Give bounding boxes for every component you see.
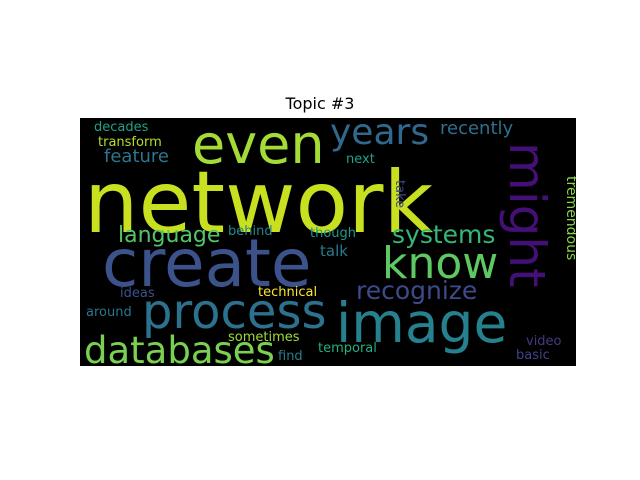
word-talk: talk [320,242,348,260]
word-network: network [84,153,434,253]
word-though: though [310,226,357,241]
word-create: create [102,225,312,302]
word-know: know [382,238,499,289]
word-find: find [278,349,303,364]
word-might: might [498,142,556,288]
word-systems: systems [392,220,496,249]
word-ideas: ideas [120,286,155,301]
word-cloud: network create image process even might … [80,118,576,366]
word-recently: recently [440,118,514,139]
word-transform: transform [98,135,162,150]
word-take: take [392,180,407,209]
word-around: around [86,305,132,320]
word-technical: technical [258,285,318,300]
word-video: video [526,334,562,349]
word-image: image [336,291,508,355]
word-language: language [118,223,221,248]
word-databases: databases [84,329,275,366]
word-tremendous: tremendous [563,176,576,261]
word-feature: feature [104,146,169,167]
word-even: even [192,118,325,176]
word-years: years [330,118,430,153]
word-sometimes: sometimes [228,330,300,345]
word-decades: decades [94,120,149,135]
word-process: process [142,284,327,340]
word-recognize: recognize [356,276,478,305]
word-next: next [346,152,375,167]
chart-title: Topic #3 [285,94,355,113]
word-behind: behind [228,224,273,239]
word-temporal: temporal [318,341,377,356]
word-basic: basic [516,348,550,363]
